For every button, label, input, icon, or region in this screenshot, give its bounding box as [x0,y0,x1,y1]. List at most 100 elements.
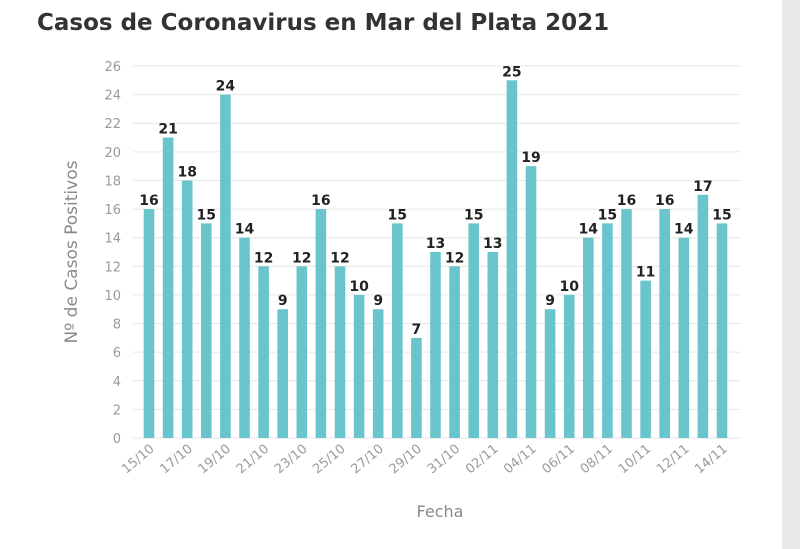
y-tick-label: 4 [113,375,121,390]
data-label: 14 [235,222,255,238]
bars [143,80,728,439]
bar [296,266,308,438]
data-label: 18 [177,164,196,180]
x-axis-label: Fecha [417,502,464,521]
x-axis-ticks: 15/10 17/10 19/10 21/10 23/10 25/10 27/10 29/10… [119,442,730,478]
bar [697,194,709,438]
x-tick-label: 17/10 [157,442,195,478]
data-label: 14 [674,222,694,238]
data-label: 16 [655,193,674,209]
y-tick-label: 20 [104,146,121,161]
x-tick-label: 31/10 [425,442,463,478]
bar [201,223,212,438]
bar [659,209,670,438]
y-tick-label: 24 [104,89,121,104]
bar [583,237,594,438]
data-label: 12 [254,250,273,266]
data-label: 21 [158,122,177,138]
y-tick-label: 10 [104,289,121,304]
data-label: 10 [559,279,579,295]
x-tick-label: 19/10 [196,442,234,478]
bar [468,223,479,438]
data-label: 16 [617,193,636,209]
bar [277,309,288,438]
value-labels: 1621181524141291216121091571312151325199… [139,64,731,338]
data-label: 24 [216,79,236,95]
x-tick-label: 08/11 [578,442,616,478]
data-label: 10 [349,279,369,295]
page-edge [782,0,800,549]
bar [525,166,537,438]
data-label: 25 [502,64,521,80]
bar [411,337,422,438]
y-tick-label: 26 [104,60,121,75]
y-tick-label: 12 [104,260,121,275]
bar [239,237,250,438]
data-label: 17 [693,179,712,195]
bar [143,209,155,438]
bar [544,309,556,438]
x-tick-label: 10/11 [616,442,654,478]
data-label: 9 [545,293,555,309]
bar [506,80,518,439]
bar [621,209,632,438]
bar [315,209,327,438]
y-tick-label: 16 [104,203,121,218]
bar [487,252,499,438]
bar [258,266,269,438]
x-tick-label: 25/10 [310,442,348,478]
data-label: 11 [636,265,655,281]
bar [392,223,403,438]
data-label: 7 [412,322,422,338]
x-tick-label: 23/10 [272,442,310,478]
y-tick-label: 6 [113,346,121,361]
bar [430,252,441,438]
chart-title: Casos de Coronavirus en Mar del Plata 20… [37,10,610,36]
x-tick-label: 29/10 [387,442,425,478]
data-label: 15 [712,207,731,223]
x-tick-label: 15/10 [119,442,157,478]
bar [716,223,728,438]
y-tick-label: 0 [113,432,121,447]
bar [220,94,231,438]
bar [353,294,365,438]
data-label: 9 [278,293,288,309]
bar [372,309,384,438]
bar [334,266,346,438]
y-tick-label: 8 [113,318,121,333]
data-label: 12 [330,250,349,266]
data-label: 13 [426,236,445,252]
x-tick-label: 27/10 [348,442,386,478]
bar [602,223,613,438]
bar [678,237,690,438]
data-label: 12 [445,250,464,266]
x-tick-label: 14/11 [692,442,730,478]
data-label: 14 [579,222,599,238]
data-label: 9 [373,293,383,309]
chart-card: Casos de Coronavirus en Mar del Plata 20… [0,0,782,549]
data-label: 15 [197,207,216,223]
data-label: 15 [388,207,407,223]
y-axis-label: Nº de Casos Positivos [62,160,82,343]
data-label: 13 [483,236,502,252]
x-tick-label: 04/11 [501,442,539,478]
y-tick-label: 14 [104,232,121,247]
bar [181,180,193,438]
data-label: 12 [292,250,311,266]
x-tick-label: 12/11 [654,442,692,478]
y-tick-label: 2 [113,403,121,418]
x-tick-label: 02/11 [463,442,501,478]
data-label: 16 [139,193,158,209]
y-tick-label: 22 [104,117,121,132]
data-label: 15 [598,207,617,223]
y-tick-label: 18 [104,174,121,189]
bar [640,280,651,438]
x-tick-label: 21/10 [234,442,272,478]
data-label: 19 [521,150,540,166]
data-label: 15 [464,207,483,223]
data-label: 16 [311,193,330,209]
x-tick-label: 06/11 [539,442,577,478]
bar [162,137,174,439]
